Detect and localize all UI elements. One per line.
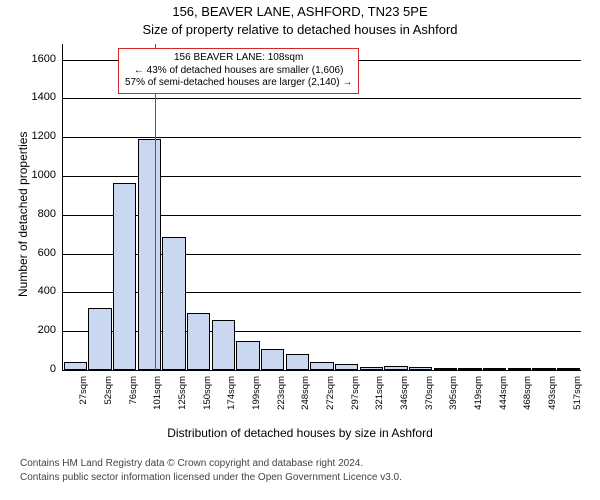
x-tick-label: 125sqm [177, 376, 188, 476]
annotation-box: 156 BEAVER LANE: 108sqm← 43% of detached… [118, 48, 359, 94]
chart-title-address: 156, BEAVER LANE, ASHFORD, TN23 5PE [0, 4, 600, 19]
x-tick-label: 419sqm [473, 376, 484, 476]
y-tick-label: 1600 [20, 53, 56, 65]
histogram-bar [384, 366, 407, 370]
x-tick-label: 444sqm [498, 376, 509, 476]
footer-copyright-1: Contains HM Land Registry data © Crown c… [20, 458, 363, 469]
histogram-bar [360, 367, 383, 370]
histogram-bar [310, 362, 333, 370]
gridline [63, 137, 581, 138]
histogram-bar [236, 341, 259, 370]
x-tick-label: 101sqm [152, 376, 163, 476]
y-tick-label: 1200 [20, 130, 56, 142]
histogram-bar [409, 367, 432, 370]
histogram-bar [138, 139, 161, 370]
histogram-bar [458, 368, 481, 370]
y-tick-label: 0 [20, 363, 56, 375]
histogram-bar [113, 183, 136, 370]
histogram-bar [212, 320, 235, 370]
annotation-line: ← 43% of detached houses are smaller (1,… [125, 65, 352, 78]
histogram-bar [434, 368, 457, 370]
histogram-bar [532, 368, 555, 370]
x-tick-label: 272sqm [325, 376, 336, 476]
chart-title-subtitle: Size of property relative to detached ho… [0, 22, 600, 37]
histogram-bar [187, 313, 210, 370]
histogram-bar [286, 354, 309, 370]
x-tick-label: 150sqm [202, 376, 213, 476]
x-tick-label: 174sqm [226, 376, 237, 476]
x-tick-label: 52sqm [103, 376, 114, 476]
x-tick-label: 223sqm [276, 376, 287, 476]
histogram-bar [64, 362, 87, 370]
histogram-bar [88, 308, 111, 370]
y-tick-label: 1000 [20, 169, 56, 181]
histogram-bar [483, 368, 506, 370]
histogram-bar [261, 349, 284, 370]
y-tick-label: 1400 [20, 91, 56, 103]
gridline [63, 98, 581, 99]
x-tick-label: 27sqm [78, 376, 89, 476]
x-tick-label: 468sqm [522, 376, 533, 476]
x-tick-label: 493sqm [547, 376, 558, 476]
x-tick-label: 199sqm [251, 376, 262, 476]
y-tick-label: 800 [20, 208, 56, 220]
x-tick-label: 517sqm [572, 376, 583, 476]
annotation-line: 57% of semi-detached houses are larger (… [125, 77, 352, 90]
x-tick-label: 76sqm [128, 376, 139, 476]
x-tick-label: 346sqm [399, 376, 410, 476]
histogram-bar [508, 368, 531, 370]
x-tick-label: 248sqm [300, 376, 311, 476]
x-tick-label: 297sqm [350, 376, 361, 476]
annotation-line: 156 BEAVER LANE: 108sqm [125, 52, 352, 65]
x-tick-label: 395sqm [448, 376, 459, 476]
y-tick-label: 600 [20, 247, 56, 259]
histogram-bar [162, 237, 185, 370]
x-tick-label: 321sqm [374, 376, 385, 476]
y-tick-label: 400 [20, 285, 56, 297]
histogram-bar [557, 368, 580, 370]
y-tick-label: 200 [20, 324, 56, 336]
x-tick-label: 370sqm [424, 376, 435, 476]
histogram-bar [335, 364, 358, 370]
